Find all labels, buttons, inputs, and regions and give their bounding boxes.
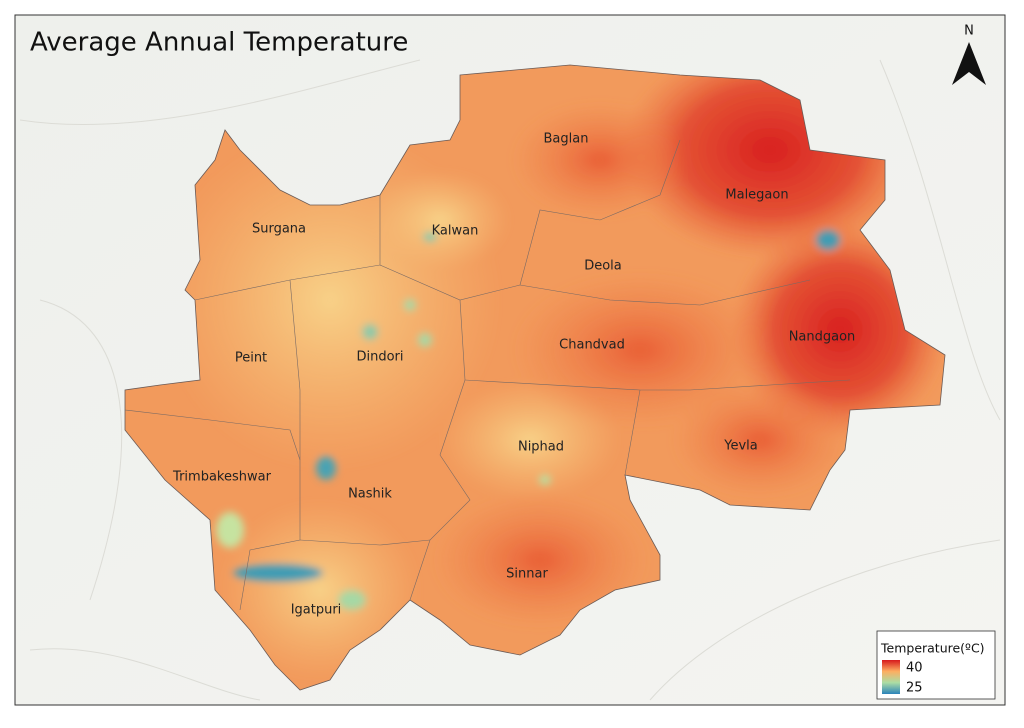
district-label: Dindori [356,350,403,365]
district-label: Trimbakeshwar [172,470,272,485]
district-boundaries [124,139,851,611]
district-label: Deola [584,259,622,274]
district-label: Igatpuri [291,603,342,618]
district-label: Baglan [544,132,589,147]
district-label: Malegaon [725,188,788,203]
legend: Temperature(ºC) 40 25 [876,630,996,700]
district-label: Nashik [348,487,392,502]
north-label: N [964,24,974,39]
legend-max: 40 [906,661,923,676]
legend-title: Temperature(ºC) [880,641,985,656]
district-label: Kalwan [432,224,479,239]
district-label: Chandvad [559,338,625,353]
legend-min: 25 [906,681,923,696]
district-label: Yevla [723,439,757,454]
district-label: Nandgaon [789,330,856,345]
north-arrow: N [952,24,986,85]
district-label: Niphad [518,440,564,455]
district-labels: Baglan Malegaon Surgana Kalwan Deola Chandvad… [172,132,855,618]
legend-ramp [882,660,900,694]
district-label: Surgana [252,222,306,237]
basemap-roads [19,59,1001,701]
district-label: Peint [235,351,267,366]
district-label: Sinnar [506,567,548,582]
region-outline [124,64,946,691]
map-title: Average Annual Temperature [30,28,408,58]
